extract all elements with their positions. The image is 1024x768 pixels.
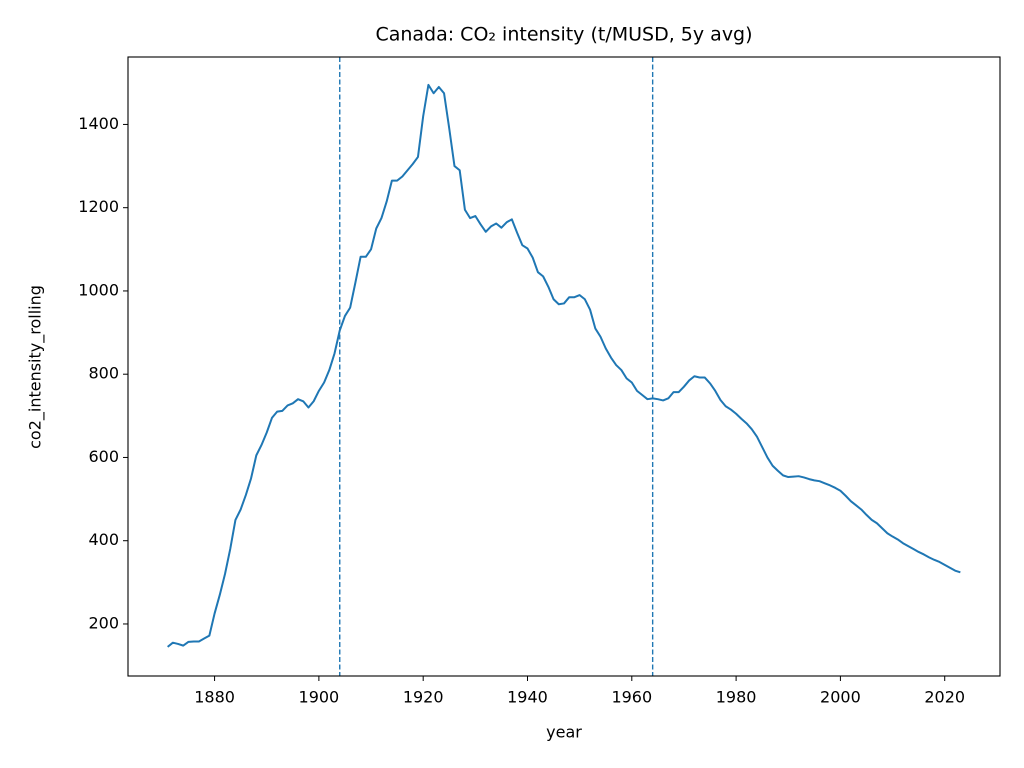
x-tick-label: 2020 [924, 688, 965, 707]
x-tick-label: 1920 [403, 688, 444, 707]
x-tick-label: 1880 [194, 688, 235, 707]
y-tick-label: 400 [88, 530, 119, 549]
y-tick-label: 600 [88, 447, 119, 466]
x-tick-label: 2000 [820, 688, 861, 707]
data-line [167, 83, 961, 648]
y-tick-label: 1000 [78, 280, 119, 299]
x-axis-label: year [546, 723, 582, 742]
plot-frame [127, 56, 1001, 677]
y-tick-label: 800 [88, 364, 119, 383]
y-tick-label: 1400 [78, 114, 119, 133]
x-tick-label: 1900 [299, 688, 340, 707]
x-tick-label: 1960 [611, 688, 652, 707]
chart-title: Canada: CO₂ intensity (t/MUSD, 5y avg) [375, 24, 752, 46]
x-tick-label: 1980 [716, 688, 757, 707]
y-axis-label: co2_intensity_rolling [26, 285, 46, 449]
y-tick-label: 1200 [78, 197, 119, 216]
x-tick-label: 1940 [507, 688, 548, 707]
y-tick-label: 200 [88, 613, 119, 632]
